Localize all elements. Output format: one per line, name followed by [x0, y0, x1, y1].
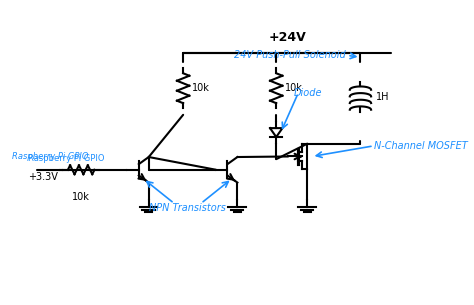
Text: +24V: +24V	[268, 31, 306, 44]
Text: 1H: 1H	[375, 92, 389, 102]
Text: Diode: Diode	[294, 88, 322, 98]
Text: NPN Transistors: NPN Transistors	[149, 203, 226, 213]
Text: 10k: 10k	[72, 192, 90, 202]
Text: +3.3V: +3.3V	[28, 171, 58, 181]
Text: Raspberry Pi GPIO: Raspberry Pi GPIO	[28, 154, 104, 163]
Text: 10k: 10k	[192, 83, 210, 93]
Text: 24V Push-Pull Solenoid: 24V Push-Pull Solenoid	[234, 50, 346, 60]
Text: 10k: 10k	[285, 83, 303, 93]
Text: N-Channel MOSFET: N-Channel MOSFET	[374, 141, 467, 151]
Text: Raspberry Pi GPIO: Raspberry Pi GPIO	[12, 152, 89, 161]
